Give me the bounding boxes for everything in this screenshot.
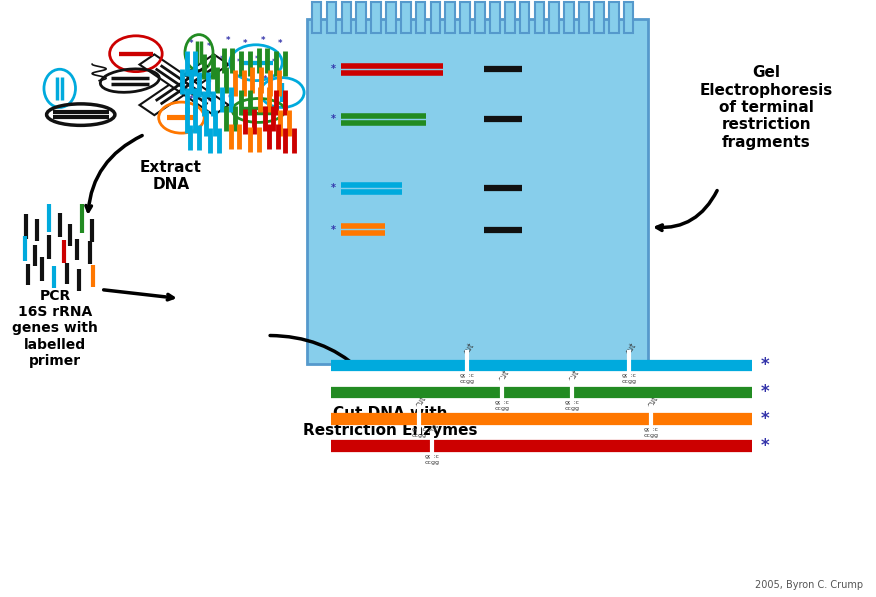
Text: *: * — [226, 36, 230, 45]
Text: Extract
DNA: Extract DNA — [140, 160, 201, 192]
Text: *: * — [272, 58, 277, 67]
Text: cut: cut — [567, 368, 581, 383]
Text: *: * — [330, 114, 336, 124]
FancyBboxPatch shape — [534, 2, 544, 33]
FancyBboxPatch shape — [401, 2, 411, 33]
Text: *: * — [283, 98, 287, 107]
FancyBboxPatch shape — [505, 2, 514, 33]
Text: *: * — [248, 97, 252, 106]
FancyBboxPatch shape — [579, 2, 589, 33]
FancyBboxPatch shape — [327, 2, 336, 33]
Text: *: * — [224, 75, 229, 84]
Text: *: * — [261, 36, 265, 45]
FancyBboxPatch shape — [594, 2, 604, 33]
Text: *: * — [272, 112, 276, 121]
Text: *: * — [252, 115, 257, 124]
Text: Gel
Electrophoresis
of terminal
restriction
fragments: Gel Electrophoresis of terminal restrict… — [700, 65, 833, 150]
FancyBboxPatch shape — [446, 2, 456, 33]
Text: *: * — [244, 78, 248, 87]
FancyBboxPatch shape — [461, 2, 470, 33]
FancyBboxPatch shape — [386, 2, 396, 33]
Text: *: * — [330, 183, 336, 193]
Text: ggcc
ccgg: ggcc ccgg — [495, 400, 510, 411]
Text: *: * — [233, 112, 237, 121]
FancyBboxPatch shape — [307, 19, 648, 364]
Text: *: * — [185, 57, 189, 66]
Text: ggcc
ccgg: ggcc ccgg — [425, 454, 440, 464]
FancyBboxPatch shape — [609, 2, 618, 33]
Text: *: * — [189, 76, 194, 85]
FancyBboxPatch shape — [357, 2, 366, 33]
Text: *: * — [267, 94, 272, 103]
Text: cut: cut — [624, 341, 638, 356]
Text: cut: cut — [497, 368, 511, 383]
FancyBboxPatch shape — [490, 2, 499, 33]
Text: *: * — [244, 39, 248, 48]
FancyBboxPatch shape — [139, 54, 229, 115]
Text: *: * — [213, 116, 217, 125]
Text: *: * — [189, 39, 194, 48]
FancyBboxPatch shape — [416, 2, 426, 33]
FancyBboxPatch shape — [475, 2, 484, 33]
Text: Cut DNA with
Restriction Enzymes: Cut DNA with Restriction Enzymes — [303, 406, 477, 438]
Text: ggcc
ccgg: ggcc ccgg — [565, 400, 580, 411]
Text: *: * — [207, 42, 211, 51]
FancyBboxPatch shape — [139, 54, 229, 115]
FancyBboxPatch shape — [312, 2, 321, 33]
Text: *: * — [330, 64, 336, 74]
Text: *: * — [207, 79, 211, 88]
Text: *: * — [201, 60, 206, 69]
Text: *: * — [760, 410, 769, 428]
Text: ggcc
ccgg: ggcc ccgg — [621, 373, 637, 384]
FancyBboxPatch shape — [564, 2, 574, 33]
Text: PCR
16S rRNA
genes with
labelled
primer: PCR 16S rRNA genes with labelled primer — [12, 289, 98, 368]
Text: *: * — [229, 94, 233, 103]
FancyBboxPatch shape — [371, 2, 381, 33]
Text: *: * — [255, 55, 259, 64]
Text: *: * — [220, 55, 224, 64]
FancyBboxPatch shape — [549, 2, 559, 33]
Text: *: * — [760, 383, 769, 401]
Text: cut: cut — [646, 395, 660, 410]
Text: *: * — [237, 58, 242, 67]
Text: *: * — [263, 75, 267, 84]
Text: *: * — [279, 78, 283, 87]
Text: *: * — [330, 224, 336, 235]
Text: cut: cut — [413, 395, 427, 410]
FancyBboxPatch shape — [342, 2, 351, 33]
Text: ggcc
ccgg: ggcc ccgg — [412, 427, 427, 438]
Text: *: * — [279, 39, 283, 48]
FancyBboxPatch shape — [431, 2, 441, 33]
Text: *: * — [208, 98, 213, 107]
Text: cut: cut — [462, 341, 476, 356]
Text: *: * — [287, 116, 292, 125]
Text: *: * — [193, 113, 197, 122]
Text: *: * — [760, 437, 769, 455]
FancyBboxPatch shape — [624, 2, 633, 33]
Text: ggcc
ccgg: ggcc ccgg — [460, 373, 475, 384]
Text: cut: cut — [427, 421, 441, 436]
FancyBboxPatch shape — [519, 2, 529, 33]
Text: *: * — [760, 356, 769, 374]
Text: ggcc
ccgg: ggcc ccgg — [643, 427, 659, 438]
Text: 2005, Byron C. Crump: 2005, Byron C. Crump — [755, 580, 863, 590]
Text: *: * — [189, 95, 194, 104]
